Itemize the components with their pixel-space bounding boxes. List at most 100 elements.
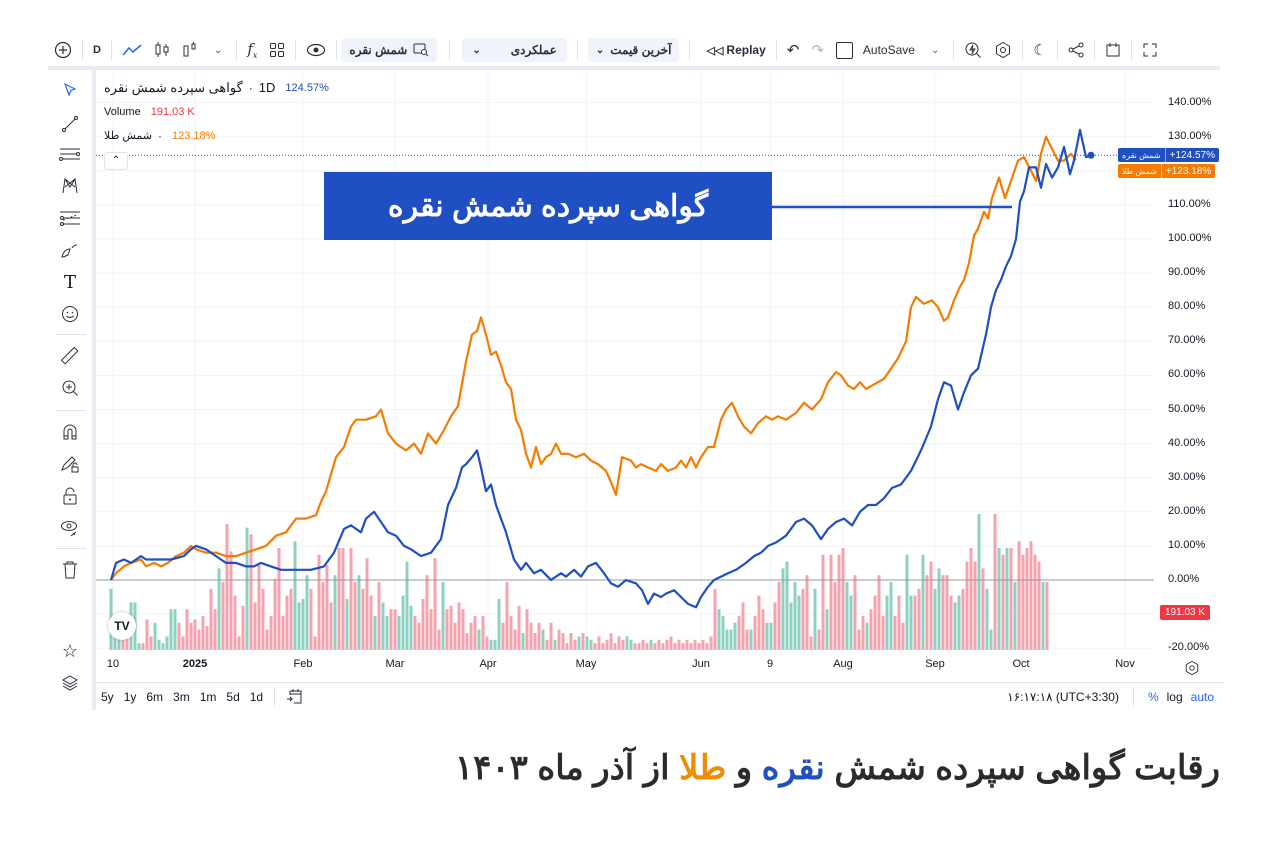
volume-bar xyxy=(577,636,581,650)
measure-tool[interactable] xyxy=(58,344,82,368)
axis-settings-button[interactable] xyxy=(1184,660,1200,679)
main-series-title: گواهی سپرده شمش نقره xyxy=(104,80,243,95)
legend-main-series[interactable]: گواهی سپرده شمش نقره · 1D 124.57% xyxy=(104,76,329,100)
chart-pane[interactable]: گواهی سپرده شمش نقره · 1D 124.57% Volume… xyxy=(96,70,1224,680)
volume-bar xyxy=(529,622,533,650)
visibility-button[interactable] xyxy=(300,36,332,64)
x-tick-label: Aug xyxy=(833,658,853,670)
lock-drawings-tool[interactable] xyxy=(58,452,82,476)
mode-dropdown[interactable]: ⌄ عملکردی xyxy=(462,38,567,62)
y-tick-label: 0.00% xyxy=(1168,573,1200,585)
clock-timezone[interactable]: ۱۶:۱۷:۱۸ (UTC+3:30) xyxy=(1007,690,1119,704)
zoom-in-tool[interactable] xyxy=(58,376,82,400)
add-symbol-button[interactable] xyxy=(48,36,78,64)
volume-bar xyxy=(861,616,865,650)
fib-tool[interactable] xyxy=(58,206,82,230)
series-line[interactable] xyxy=(110,135,1077,581)
drawing-toolbar: T ☆ xyxy=(48,70,96,710)
volume-bar xyxy=(857,629,861,650)
cursor-icon xyxy=(63,82,77,97)
volume-bar xyxy=(625,636,629,650)
share-button[interactable] xyxy=(1062,36,1090,64)
range-1m[interactable]: 1m xyxy=(199,690,217,704)
chevron-down-icon: ⌄ xyxy=(472,44,481,56)
legend-collapse-button[interactable]: ⌃ xyxy=(104,152,128,170)
fullscreen-button[interactable] xyxy=(1136,36,1164,64)
trend-line-tool[interactable] xyxy=(58,112,82,136)
compare-symbol-button[interactable]: شمش نقره xyxy=(341,38,438,62)
volume-bar xyxy=(737,616,741,650)
pattern-tool[interactable] xyxy=(58,174,82,198)
volume-bar xyxy=(341,548,345,650)
quick-search-button[interactable] xyxy=(958,36,988,64)
favorites-tool[interactable]: ☆ xyxy=(58,639,82,663)
main-series-interval: 1D xyxy=(258,80,276,95)
hide-drawings-tool[interactable] xyxy=(58,516,82,540)
volume-bar xyxy=(157,639,161,650)
legend-separator: · xyxy=(248,81,253,95)
snapshot-button[interactable] xyxy=(1099,36,1127,64)
chart-style-dropdown[interactable]: ⌄ xyxy=(208,36,228,64)
snapshot-icon xyxy=(1106,43,1120,57)
percent-toggle[interactable]: % xyxy=(1147,690,1159,704)
bars-style-button[interactable] xyxy=(176,36,204,64)
chevron-up-icon: ⌃ xyxy=(111,155,121,166)
autosave-checkbox[interactable]: AutoSave xyxy=(830,36,921,64)
range-1d[interactable]: 1d xyxy=(249,690,264,704)
volume-bar xyxy=(881,616,885,650)
tradingview-logo[interactable]: TV xyxy=(108,612,136,640)
volume-bar xyxy=(1033,554,1037,650)
range-6m[interactable]: 6m xyxy=(146,690,164,704)
volume-bar xyxy=(1005,548,1009,650)
brush-icon xyxy=(61,244,78,258)
remove-drawings-tool[interactable] xyxy=(58,558,82,582)
interval-button[interactable]: D xyxy=(87,36,107,64)
redo-button[interactable]: ↷ xyxy=(805,36,830,64)
range-1y[interactable]: 1y xyxy=(123,690,137,704)
volume-bar xyxy=(445,609,449,650)
lock-all-tool[interactable] xyxy=(58,484,82,508)
volume-bar xyxy=(197,629,201,650)
range-5d[interactable]: 5d xyxy=(226,690,240,704)
autosave-dropdown[interactable]: ⌄ xyxy=(925,36,945,64)
x-tick-label: Apr xyxy=(479,658,497,670)
series-line[interactable] xyxy=(109,128,1092,609)
emoji-tool[interactable] xyxy=(58,302,82,326)
y-tick-label: 100.00% xyxy=(1168,232,1212,244)
range-5y[interactable]: 5y xyxy=(101,690,114,704)
range-3m[interactable]: 3m xyxy=(173,690,190,704)
settings-button[interactable] xyxy=(988,36,1018,64)
templates-button[interactable] xyxy=(263,36,291,64)
magnet-tool[interactable] xyxy=(58,420,82,444)
layers-icon xyxy=(61,675,79,691)
volume-bar xyxy=(813,588,817,650)
legend-volume[interactable]: Volume 191.03 K xyxy=(104,100,329,124)
auto-toggle[interactable]: auto xyxy=(1190,690,1214,704)
legend-compare-series[interactable]: شمش طلا · 123.18% xyxy=(104,124,329,148)
price-type-dropdown[interactable]: ⌄ آخرین قیمت xyxy=(587,38,680,62)
cursor-tool[interactable] xyxy=(58,78,82,102)
replay-button[interactable]: ◁◁ Replay xyxy=(700,36,771,64)
volume-bar xyxy=(229,551,233,650)
volume-bar xyxy=(561,633,565,650)
horizontal-lines-tool[interactable] xyxy=(58,143,82,167)
chart-canvas[interactable] xyxy=(96,70,1224,680)
line-style-button[interactable] xyxy=(116,36,148,64)
y-tick-label: 20.00% xyxy=(1168,504,1206,517)
theme-button[interactable]: ☾ xyxy=(1027,36,1052,64)
volume-bar xyxy=(589,639,593,650)
volume-bar xyxy=(821,554,825,650)
log-toggle[interactable]: log xyxy=(1166,690,1183,704)
volume-bar xyxy=(905,554,909,650)
brush-tool[interactable] xyxy=(58,238,82,262)
candles-style-button[interactable] xyxy=(148,36,176,64)
undo-button[interactable]: ↶ xyxy=(781,36,806,64)
text-tool[interactable]: T xyxy=(58,270,82,294)
compare-series-value: 123.18% xyxy=(171,130,216,142)
top-toolbar: D ⌄ fx شمش نقره ⌄ عملکردی ⌄ آخرین قیمت ◁… xyxy=(48,34,1220,66)
goto-date-button[interactable] xyxy=(281,687,309,708)
annotation-callout[interactable]: گواهی سپرده شمش نقره xyxy=(324,172,772,240)
indicators-button[interactable]: fx xyxy=(241,36,263,64)
volume-bar xyxy=(377,582,381,650)
object-tree-tool[interactable] xyxy=(58,671,82,695)
